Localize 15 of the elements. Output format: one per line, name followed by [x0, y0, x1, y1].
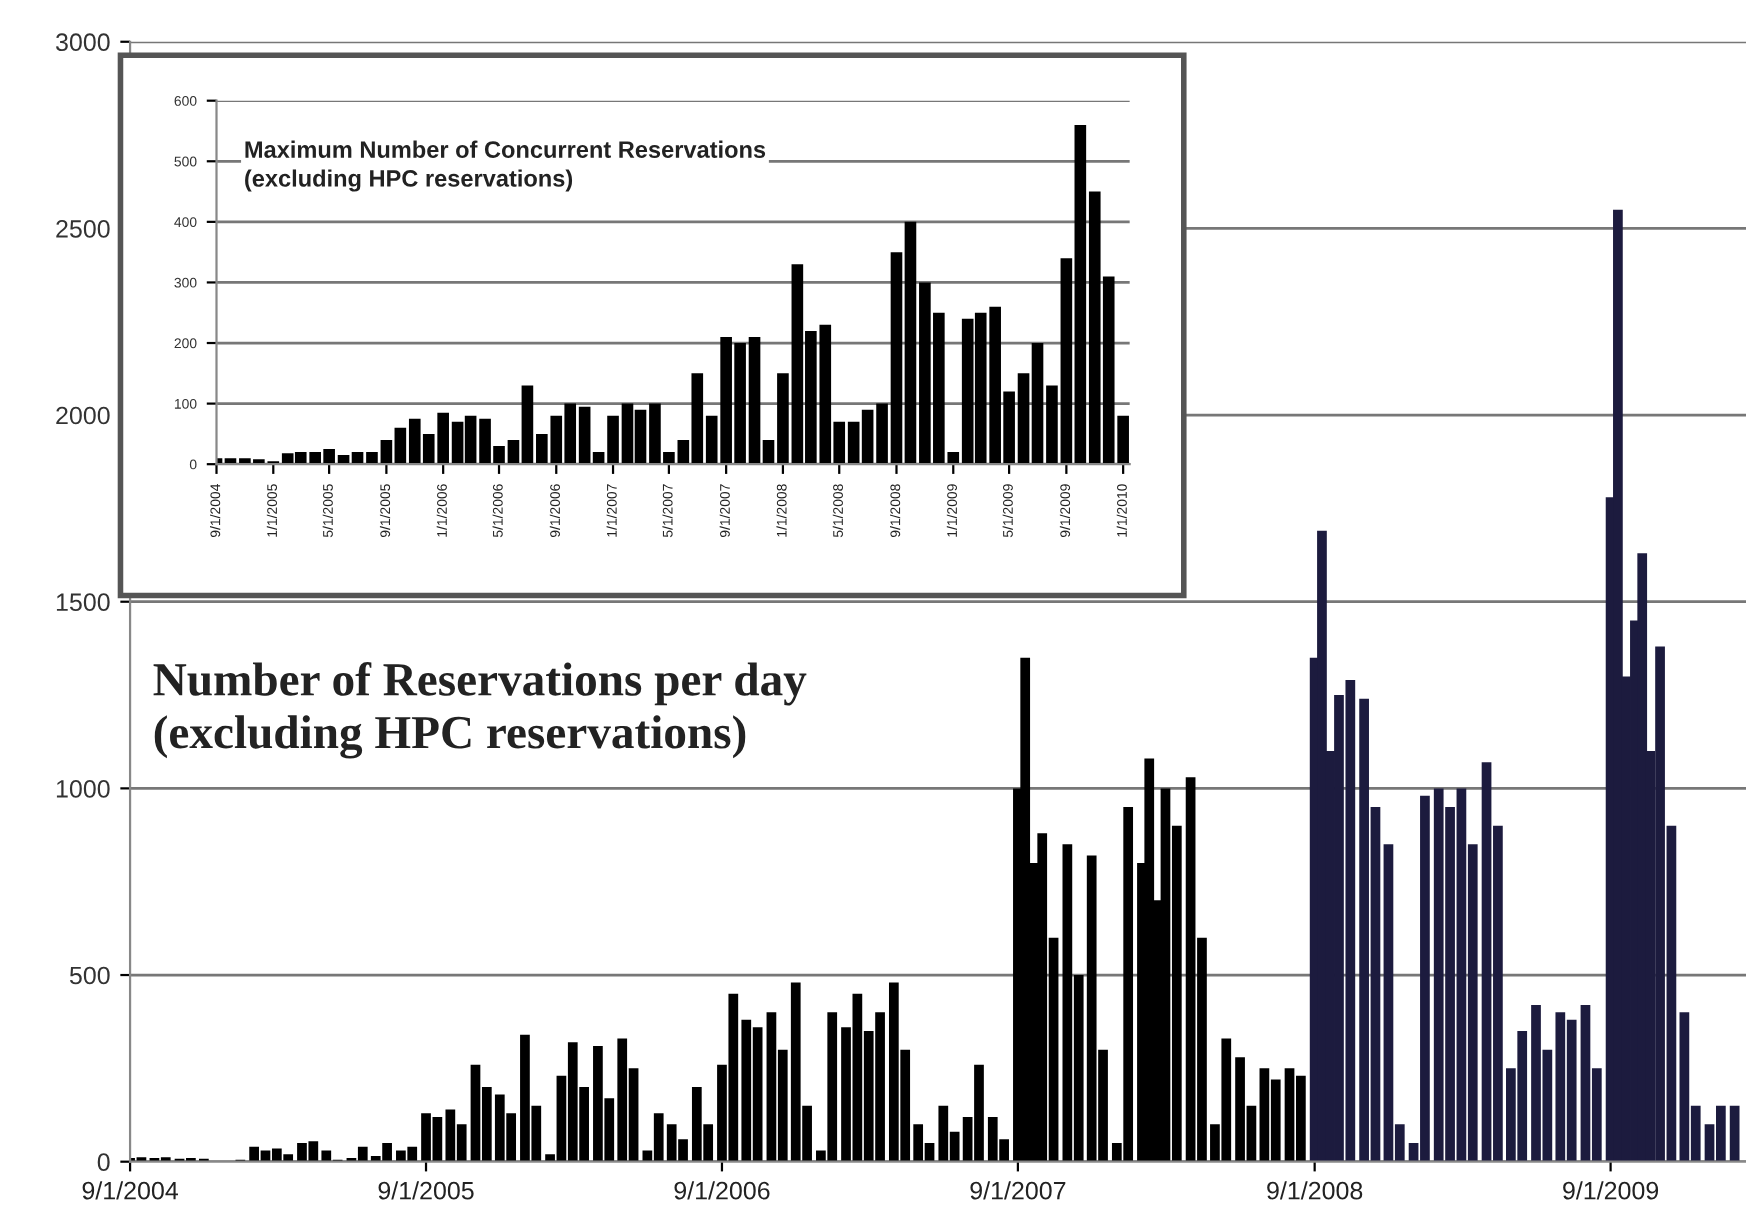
x-tick-label: 9/1/2005	[378, 1181, 474, 1200]
x-tick-label: 9/1/2006	[674, 1181, 770, 1200]
y-tick-label: 3000	[55, 33, 110, 52]
y-tick-label: 2500	[56, 220, 110, 238]
y-tick-label: 0	[97, 1153, 110, 1171]
y-tick-label: 500	[69, 966, 110, 985]
text: Number of Reservations per day (excluding HPC reservations)	[153, 662, 807, 759]
x-tick-label: 9/1/2004	[82, 1181, 179, 1200]
text: Maximum Number of Concurrent Reservations (excluding HPC reservations)	[245, 140, 766, 192]
y-tick-label: 1000	[56, 779, 110, 798]
y-tick-label: 1500	[56, 593, 110, 612]
x-tick-label: 9/1/2008	[1267, 1181, 1363, 1200]
x-tick-label: 9/1/2007	[970, 1181, 1066, 1200]
y-tick-label: 2000	[56, 406, 110, 425]
x-tick-label: 9/1/2009	[1563, 1181, 1659, 1200]
